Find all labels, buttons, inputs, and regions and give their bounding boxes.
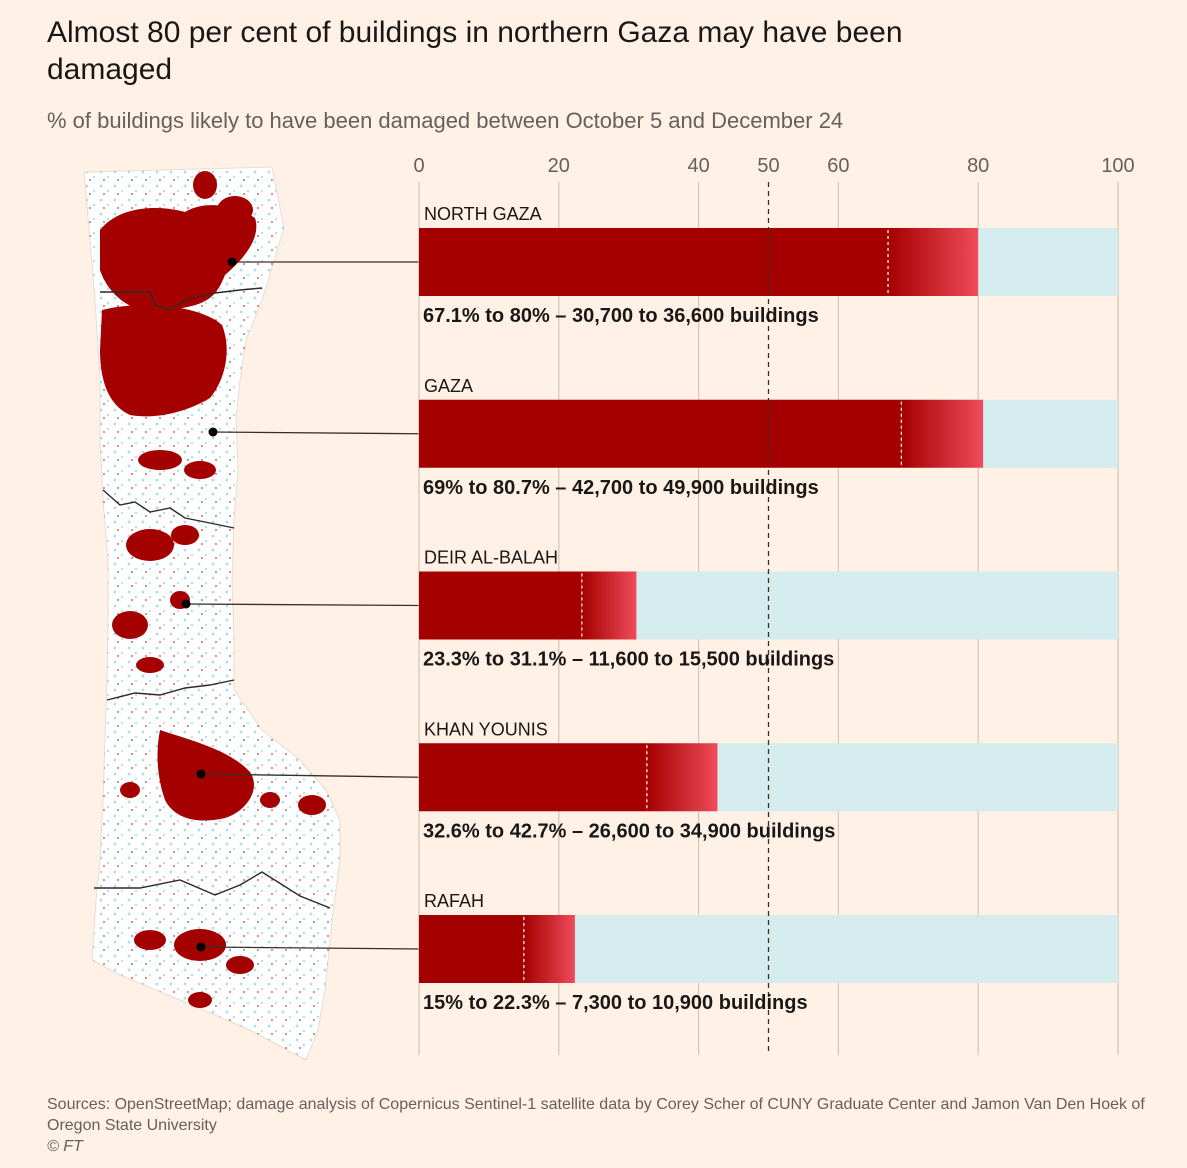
connector-line xyxy=(185,603,420,607)
footer: Sources: OpenStreetMap; damage analysis … xyxy=(47,1094,1147,1157)
bar-uncertainty-range xyxy=(901,399,984,468)
connector-dot xyxy=(196,942,206,952)
sources-note: Sources: OpenStreetMap; damage analysis … xyxy=(47,1096,1145,1134)
category-label: GAZA xyxy=(424,376,473,396)
chart-subtitle: % of buildings likely to have been damag… xyxy=(47,108,844,133)
bar-labels: NORTH GAZA 67.1% to 80% – 30,700 to 36,60… xyxy=(423,204,835,1014)
connector-dot xyxy=(181,599,191,609)
bar-uncertainty-range xyxy=(646,743,718,812)
x-axis-tick-labels: 0 20 40 50 60 80 100 xyxy=(413,155,1134,177)
map-heavy-damage xyxy=(100,171,326,1008)
bar-annotation: 23.3% to 31.1% – 11,600 to 15,500 buildi… xyxy=(423,649,834,671)
bar-low-estimate xyxy=(419,743,647,812)
bar-annotation: 32.6% to 42.7% – 26,600 to 34,900 buildi… xyxy=(423,820,835,842)
bar-uncertainty-range xyxy=(523,915,575,983)
copyright: © FT xyxy=(47,1138,83,1155)
category-label: DEIR AL-BALAH xyxy=(424,548,558,568)
bar-uncertainty-range xyxy=(581,571,637,640)
tick-label: 0 xyxy=(413,155,424,177)
tick-label: 20 xyxy=(548,155,570,177)
connector-line xyxy=(200,773,420,778)
category-label: NORTH GAZA xyxy=(424,204,542,224)
bar-low-estimate xyxy=(419,915,524,983)
tick-label: 50 xyxy=(757,155,779,177)
map-governorate-borders xyxy=(94,287,331,909)
bar-annotation: 15% to 22.3% – 7,300 to 10,900 buildings xyxy=(423,992,808,1014)
tick-label: 40 xyxy=(687,155,709,177)
bar-low-estimate xyxy=(419,571,582,640)
tick-label: 60 xyxy=(827,155,849,177)
bar-low-estimate xyxy=(419,228,889,296)
bar-annotation: 69% to 80.7% – 42,700 to 49,900 building… xyxy=(423,477,819,499)
connector-dot xyxy=(196,769,206,779)
bar-annotation: 67.1% to 80% – 30,700 to 36,600 building… xyxy=(423,305,819,327)
tick-label: 80 xyxy=(967,155,989,177)
connector-dot xyxy=(208,427,218,437)
category-label: KHAN YOUNIS xyxy=(424,719,548,739)
connector-dot xyxy=(227,257,237,267)
connector-line xyxy=(212,431,420,435)
gaza-strip-map xyxy=(83,166,341,1061)
tick-label: 100 xyxy=(1101,155,1134,177)
connector-line xyxy=(200,946,420,950)
bar-uncertainty-range xyxy=(888,228,979,296)
chart-title: Almost 80 per cent of buildings in north… xyxy=(47,16,903,86)
map-connectors xyxy=(181,257,420,952)
chart-svg: 0 20 40 50 60 80 100 NORTH GAZA 67.1% to 80% – … xyxy=(83,155,1135,1061)
bar-low-estimate xyxy=(419,399,902,468)
category-label: RAFAH xyxy=(424,891,484,911)
